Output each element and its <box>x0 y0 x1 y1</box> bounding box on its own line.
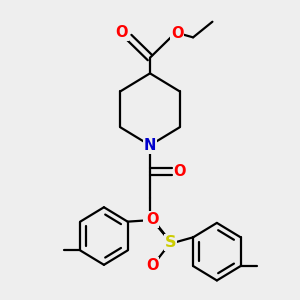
Text: S: S <box>165 235 177 250</box>
Text: O: O <box>146 258 158 273</box>
Text: O: O <box>116 25 128 40</box>
Text: N: N <box>144 213 156 228</box>
Text: O: O <box>173 164 186 179</box>
Text: N: N <box>144 138 156 153</box>
Text: O: O <box>171 26 184 41</box>
Text: O: O <box>146 212 158 227</box>
